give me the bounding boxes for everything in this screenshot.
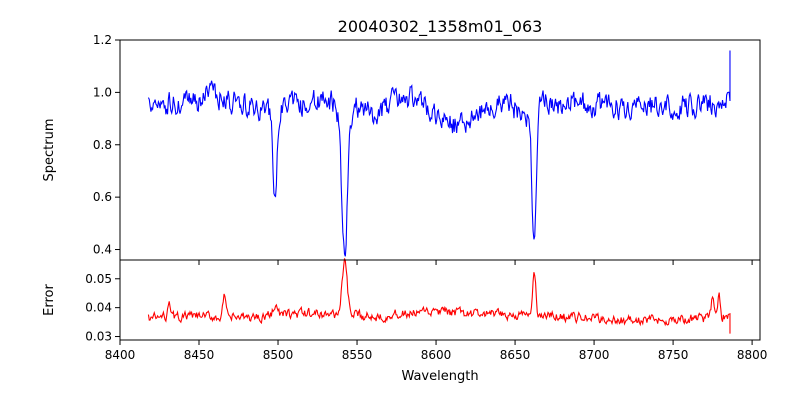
error-line — [147, 258, 731, 334]
error-plot-frame — [119, 259, 761, 341]
spectrum-y-tick-label: 1.0 — [93, 85, 112, 99]
x-tick-label: 8600 — [421, 348, 452, 362]
spectrum-y-tick-label: 0.6 — [93, 190, 112, 204]
x-tick-label: 8400 — [105, 348, 136, 362]
spectrum-x-ticks — [119, 260, 753, 265]
error-y-tick-label: 0.04 — [85, 301, 112, 315]
x-tick-label: 8750 — [658, 348, 689, 362]
chart-title: 20040302_1358m01_063 — [338, 17, 543, 37]
error-y-axis-label: Error — [42, 284, 57, 316]
error-x-ticks: 8400 8450 8500 8550 8600 8650 8700 8750 8800 — [105, 340, 768, 362]
spectrum-y-tick-label: 0.8 — [93, 138, 112, 152]
spectrum-panel: 0.4 0.6 0.8 1.0 1.2 Spectrum — [42, 33, 761, 265]
error-y-ticks: 0.03 0.04 0.05 — [85, 272, 120, 344]
spectrum-y-axis-label: Spectrum — [42, 119, 57, 182]
error-y-tick-label: 0.05 — [85, 272, 112, 286]
spectrum-y-ticks: 0.4 0.6 0.8 1.0 1.2 — [93, 33, 120, 257]
x-axis-label: Wavelength — [401, 369, 478, 384]
x-tick-label: 8800 — [737, 348, 768, 362]
error-y-tick-label: 0.03 — [85, 330, 112, 344]
x-tick-label: 8500 — [263, 348, 294, 362]
spectrum-line — [147, 50, 731, 257]
spectrum-y-tick-label: 0.4 — [93, 243, 112, 257]
x-tick-label: 8650 — [500, 348, 531, 362]
x-tick-label: 8450 — [184, 348, 215, 362]
spectrum-plot-frame — [119, 39, 761, 261]
error-panel: 0.03 0.04 0.05 8400 8450 8500 8550 8600 8650 870… — [42, 258, 767, 362]
x-tick-label: 8700 — [579, 348, 610, 362]
x-tick-label: 8550 — [342, 348, 373, 362]
spectrum-y-tick-label: 1.2 — [93, 33, 112, 47]
